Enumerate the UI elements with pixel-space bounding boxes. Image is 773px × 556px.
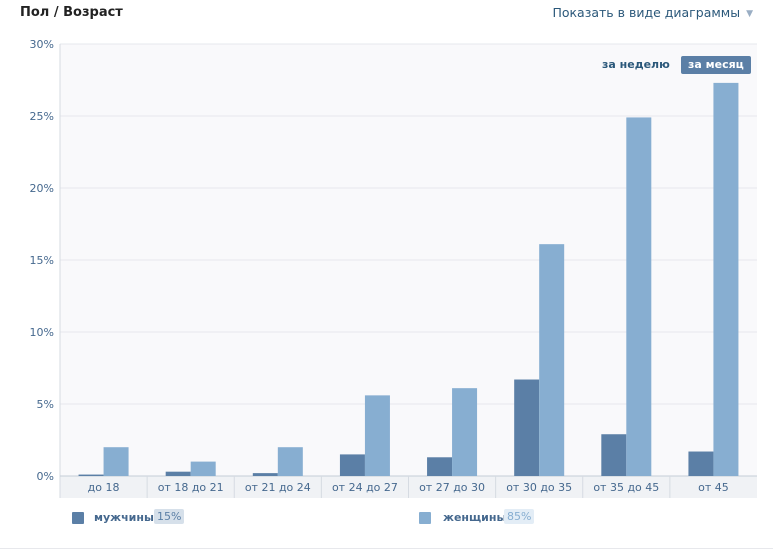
x-tick-label: от 35 до 45	[593, 481, 659, 494]
bar-women	[103, 447, 129, 476]
bar-men	[688, 451, 714, 476]
bar-men	[78, 474, 104, 476]
y-tick-label: 15%	[30, 254, 54, 267]
legend-label-men: мужчины	[94, 511, 154, 524]
x-tick-label: от 18 до 21	[158, 481, 224, 494]
period-week-button[interactable]: за неделю	[602, 58, 670, 71]
bar-women	[277, 447, 303, 476]
period-month-button[interactable]: за месяц	[681, 56, 751, 74]
y-tick-label: 0%	[37, 470, 54, 483]
bar-men	[514, 379, 540, 476]
bar-women	[626, 117, 652, 476]
x-tick-label: от 45	[698, 481, 729, 494]
legend-percent-men: 15%	[154, 509, 185, 524]
y-tick-label: 20%	[30, 182, 54, 195]
show-as-diagram-link[interactable]: Показать в виде диаграммы ▼	[552, 5, 753, 20]
bar-men	[427, 457, 453, 476]
bar-men	[252, 473, 278, 476]
legend-percent-women: 85%	[504, 509, 535, 524]
view-toggle-label: Показать в виде диаграммы	[552, 5, 741, 20]
legend-swatch-men	[72, 512, 84, 524]
bar-men	[339, 454, 365, 476]
x-tick-label: от 27 до 30	[419, 481, 485, 494]
bar-women	[452, 388, 478, 476]
bar-men	[601, 434, 627, 476]
legend-item-men: мужчины 15%	[72, 509, 222, 529]
y-tick-label: 10%	[30, 326, 54, 339]
page-title: Пол / Возраст	[20, 5, 123, 20]
legend-item-women: женщины 85%	[419, 509, 569, 529]
x-tick-label: от 30 до 35	[506, 481, 572, 494]
bar-women	[713, 82, 739, 476]
y-tick-label: 5%	[37, 398, 54, 411]
legend-label-women: женщины	[443, 511, 507, 524]
chevron-down-icon: ▼	[746, 9, 753, 19]
x-tick-label: от 21 до 24	[245, 481, 311, 494]
chart-header: Пол / Возраст Показать в виде диаграммы ▼	[0, 0, 773, 30]
y-tick-label: 25%	[30, 110, 54, 123]
bar-women	[190, 461, 216, 476]
y-tick-label: 30%	[30, 38, 54, 51]
bar-women	[364, 395, 390, 476]
legend-swatch-women	[419, 512, 431, 524]
x-tick-label: от 24 до 27	[332, 481, 398, 494]
bar-women	[539, 244, 565, 476]
bar-men	[165, 471, 191, 476]
bottom-divider	[0, 548, 773, 549]
x-tick-label: до 18	[88, 481, 120, 494]
